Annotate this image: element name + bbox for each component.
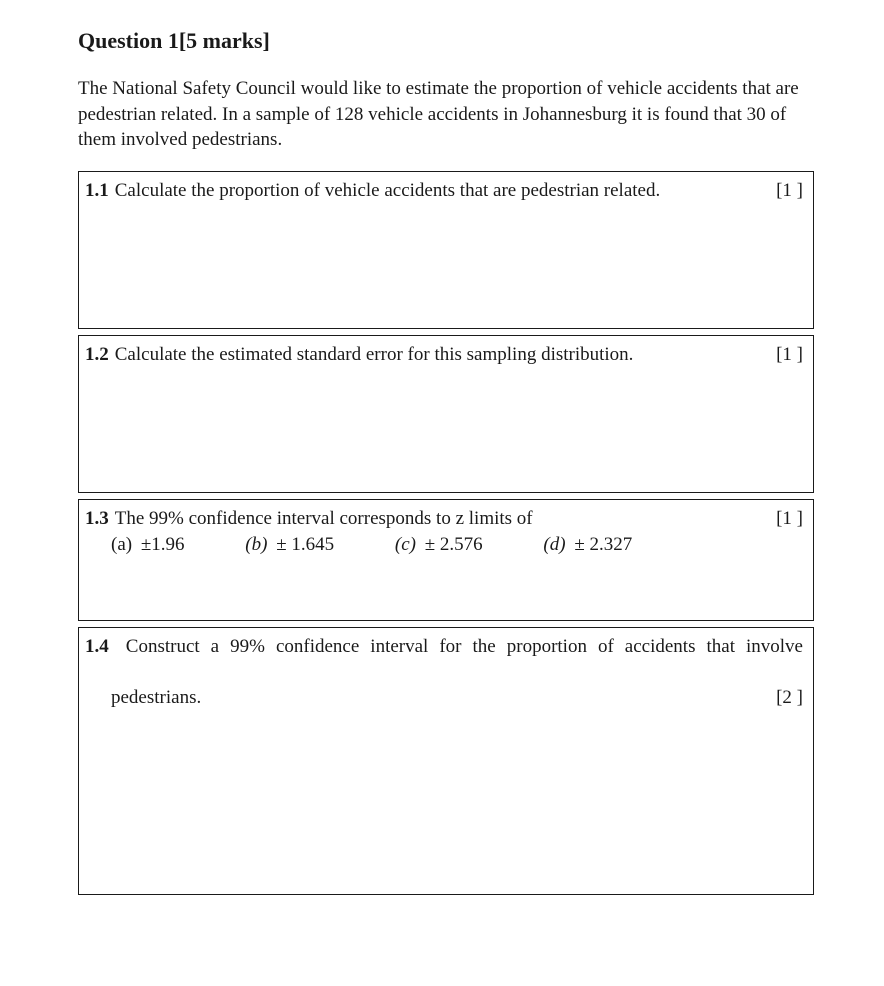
question-intro: The National Safety Council would like t… bbox=[78, 76, 814, 153]
option-c-letter: (c) bbox=[395, 534, 416, 556]
question-box-1-3: 1.3 The 99% confidence interval correspo… bbox=[78, 499, 814, 621]
question-text-wrap: Calculate the estimated standard error f… bbox=[115, 342, 764, 368]
question-line-1: 1.4 Construct a 99% confidence interval … bbox=[85, 634, 803, 685]
question-marks: [2 ] bbox=[776, 685, 803, 711]
option-d-letter: (d) bbox=[543, 534, 565, 556]
question-options: (a) ±1.96 (b) ± 1.645 (c) ± 2.576 (d) ± … bbox=[79, 532, 813, 556]
question-text-line2: pedestrians. bbox=[111, 685, 201, 711]
question-header: 1.4 Construct a 99% confidence interval … bbox=[79, 628, 813, 711]
option-a-value: ±1.96 bbox=[141, 534, 185, 556]
question-box-1-4: 1.4 Construct a 99% confidence interval … bbox=[78, 627, 814, 895]
question-marks: [1 ] bbox=[776, 342, 803, 368]
option-c: (c) ± 2.576 bbox=[395, 534, 511, 556]
question-header: 1.1 Calculate the proportion of vehicle … bbox=[79, 172, 813, 204]
option-c-value: ± 2.576 bbox=[425, 534, 483, 556]
question-text-wrap: Calculate the proportion of vehicle acci… bbox=[115, 178, 764, 204]
option-a: (a) ±1.96 bbox=[111, 534, 213, 556]
question-line-2: pedestrians. [2 ] bbox=[85, 685, 803, 711]
question-marks: [1 ] bbox=[776, 506, 803, 532]
question-box-1-2: 1.2 Calculate the estimated standard err… bbox=[78, 335, 814, 493]
option-b-letter: (b) bbox=[245, 534, 267, 556]
question-text-wrap: The 99% confidence interval corresponds … bbox=[115, 506, 764, 532]
question-text: Calculate the proportion of vehicle acci… bbox=[115, 180, 660, 201]
option-b-value: ± 1.645 bbox=[276, 534, 334, 556]
question-text: Calculate the estimated standard error f… bbox=[115, 344, 634, 365]
option-a-letter: (a) bbox=[111, 534, 132, 556]
question-number: 1.4 bbox=[85, 636, 109, 657]
option-d-value: ± 2.327 bbox=[574, 534, 632, 556]
question-text-line1: Construct a 99% confidence interval for … bbox=[126, 636, 803, 657]
question-header: 1.3 The 99% confidence interval correspo… bbox=[79, 500, 813, 532]
question-number: 1.2 bbox=[85, 342, 109, 368]
question-header: 1.2 Calculate the estimated standard err… bbox=[79, 336, 813, 368]
question-box-1-1: 1.1 Calculate the proportion of vehicle … bbox=[78, 171, 814, 329]
question-number: 1.3 bbox=[85, 506, 109, 532]
option-b: (b) ± 1.645 bbox=[245, 534, 362, 556]
question-marks: [1 ] bbox=[776, 178, 803, 204]
option-d: (d) ± 2.327 bbox=[543, 534, 660, 556]
question-title: Question 1[5 marks] bbox=[78, 28, 814, 54]
question-page: Question 1[5 marks] The National Safety … bbox=[0, 0, 884, 941]
question-number: 1.1 bbox=[85, 178, 109, 204]
question-text: The 99% confidence interval corresponds … bbox=[115, 508, 533, 529]
